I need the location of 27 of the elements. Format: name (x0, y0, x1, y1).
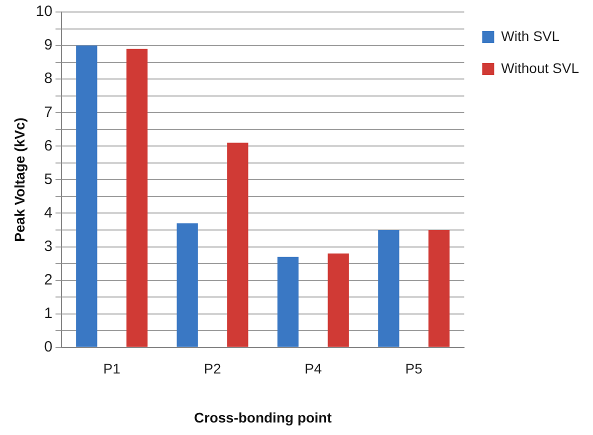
x-tick-label: P1 (103, 360, 121, 377)
y-tick-label: 10 (36, 3, 52, 20)
bar (428, 230, 450, 347)
y-axis-title: Peak Voltage (kVc) (11, 118, 28, 242)
y-tick-label: 8 (44, 70, 52, 88)
y-tick-label: 3 (44, 238, 52, 255)
bar (227, 142, 248, 347)
bar (378, 230, 400, 347)
bar (76, 46, 98, 347)
bar (277, 256, 299, 347)
y-tick-label: 6 (44, 137, 52, 154)
bar (126, 48, 148, 347)
y-tick-label: 4 (44, 204, 52, 222)
legend-label: With SVL (501, 28, 560, 44)
legend-label: Without SVL (501, 60, 580, 76)
y-tick-label: 0 (44, 338, 52, 356)
y-tick-label: 2 (44, 271, 52, 288)
y-tick-label: 1 (44, 305, 52, 322)
x-tick-label: P2 (204, 360, 222, 377)
y-tick-label: 9 (44, 36, 52, 54)
x-tick-label: P4 (304, 360, 322, 377)
y-tick-label: 7 (44, 104, 52, 121)
x-axis-title: Cross-bonding point (194, 409, 332, 426)
bar (328, 253, 349, 347)
bar (176, 223, 198, 347)
y-tick-label: 5 (44, 170, 52, 188)
x-tick-label: P5 (405, 360, 423, 377)
